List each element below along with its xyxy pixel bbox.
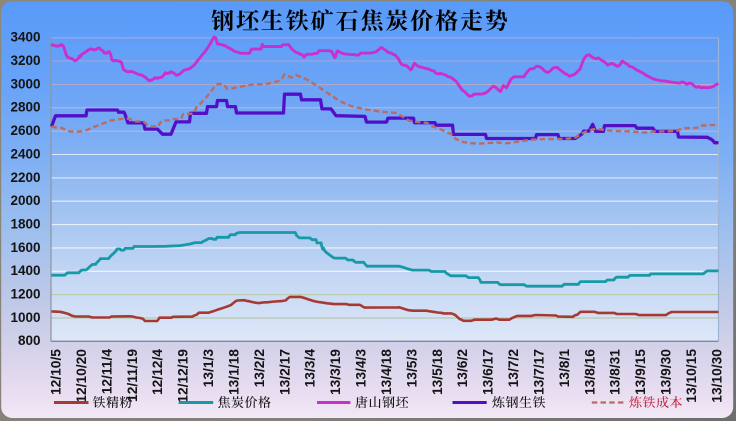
svg-text:3000: 3000: [10, 76, 40, 91]
svg-text:13/5/18: 13/5/18: [430, 349, 445, 395]
svg-text:13/2/2: 13/2/2: [252, 349, 267, 388]
svg-text:13/10/30: 13/10/30: [709, 349, 724, 403]
svg-text:1000: 1000: [10, 310, 40, 325]
svg-text:13/7/2: 13/7/2: [506, 349, 521, 388]
svg-text:12/12/19: 12/12/19: [176, 349, 191, 403]
svg-text:13/6/2: 13/6/2: [455, 349, 470, 388]
svg-text:3200: 3200: [10, 53, 40, 68]
svg-text:13/6/17: 13/6/17: [481, 349, 496, 395]
svg-text:2400: 2400: [10, 146, 40, 161]
svg-text:13/7/17: 13/7/17: [532, 349, 547, 395]
svg-text:13/5/3: 13/5/3: [404, 349, 419, 388]
svg-text:2600: 2600: [10, 123, 40, 138]
svg-text:13/1/18: 13/1/18: [226, 349, 241, 395]
svg-text:12/10/20: 12/10/20: [74, 349, 89, 403]
svg-text:13/4/18: 13/4/18: [379, 349, 394, 395]
svg-text:1200: 1200: [10, 287, 40, 302]
svg-text:13/8/1: 13/8/1: [557, 349, 572, 388]
svg-text:3400: 3400: [10, 30, 40, 45]
svg-text:13/3/4: 13/3/4: [303, 349, 318, 388]
svg-text:1600: 1600: [10, 240, 40, 255]
svg-text:13/9/15: 13/9/15: [633, 349, 648, 395]
svg-text:12/11/19: 12/11/19: [125, 349, 140, 402]
svg-text:13/3/19: 13/3/19: [328, 349, 343, 395]
svg-text:12/10/5: 12/10/5: [49, 349, 64, 395]
svg-text:13/8/16: 13/8/16: [582, 349, 597, 395]
svg-text:800: 800: [18, 333, 41, 348]
svg-text:1800: 1800: [10, 217, 40, 232]
svg-text:2800: 2800: [10, 100, 40, 115]
svg-text:1400: 1400: [10, 263, 40, 278]
svg-text:13/2/17: 13/2/17: [277, 349, 292, 395]
svg-text:13/10/15: 13/10/15: [684, 349, 699, 403]
svg-text:2200: 2200: [10, 170, 40, 185]
svg-text:2000: 2000: [10, 193, 40, 208]
svg-text:12/11/4: 12/11/4: [99, 349, 114, 395]
svg-text:12/12/4: 12/12/4: [150, 349, 165, 395]
svg-text:13/9/30: 13/9/30: [659, 349, 674, 395]
svg-text:13/1/3: 13/1/3: [201, 349, 216, 388]
svg-text:13/8/31: 13/8/31: [608, 349, 623, 395]
svg-text:13/4/3: 13/4/3: [354, 349, 369, 388]
